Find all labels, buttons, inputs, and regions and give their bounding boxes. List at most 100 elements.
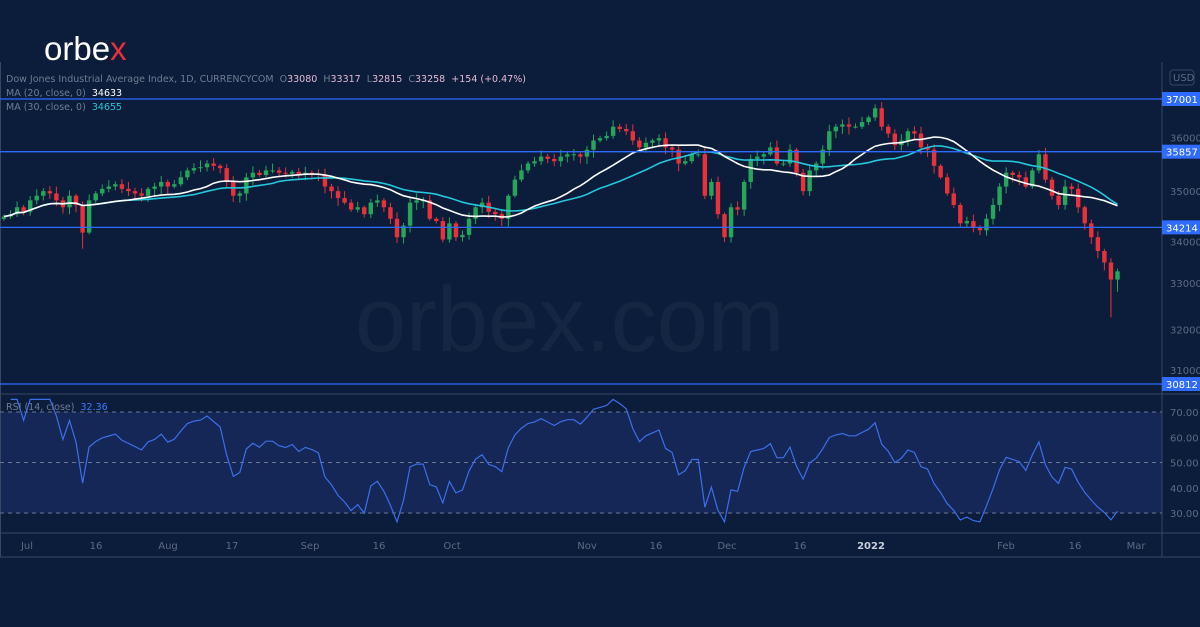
candle-down (257, 172, 262, 176)
candle-up (709, 181, 714, 196)
candle-down (440, 221, 446, 240)
candle-down (637, 140, 642, 148)
candle-down (47, 191, 53, 194)
level-price-label: 34214 (1166, 223, 1198, 234)
candle-up (984, 218, 989, 231)
candle-down (493, 211, 498, 215)
candle-down (552, 158, 557, 162)
time-tick-label: 17 (226, 541, 239, 552)
candle-down (931, 149, 937, 166)
ma20-line (3, 136, 1118, 218)
candle-up (355, 207, 360, 210)
candle-down (669, 147, 675, 150)
candle-down (735, 207, 740, 210)
candle-down (1023, 177, 1028, 187)
candle-down (676, 149, 681, 164)
candle-up (28, 200, 33, 212)
candle-down (139, 193, 144, 196)
candle-up (610, 126, 616, 136)
candle-up (964, 221, 970, 224)
candle-up (375, 200, 380, 203)
candle-up (990, 204, 996, 219)
candle-up (145, 188, 151, 196)
price-tick-label: 33000 (1170, 279, 1200, 290)
ma30-legend[interactable]: MA (30, close, 0) 34655 (6, 102, 122, 113)
candle-up (748, 158, 753, 182)
candle-up (787, 149, 793, 164)
rsi-tick-label: 70.00 (1170, 408, 1199, 419)
time-tick-label: Jul (20, 541, 33, 552)
candle-down (578, 154, 583, 157)
candle-down (800, 172, 806, 192)
candle-up (290, 171, 295, 174)
candle-up (643, 142, 649, 148)
candle-up (755, 156, 760, 159)
candle-down (211, 163, 216, 166)
candle-up (1062, 186, 1068, 205)
candle-up (872, 108, 878, 118)
time-tick-label: Mar (1127, 541, 1147, 552)
candle-down (1108, 262, 1114, 280)
candle-down (630, 131, 635, 141)
candle-up (250, 172, 256, 178)
candle-up (866, 117, 871, 123)
high-label: H (323, 74, 331, 85)
candle-up (263, 170, 269, 176)
candle-down (1095, 237, 1101, 252)
candle-up (859, 122, 865, 127)
candle-down (892, 133, 897, 146)
rsi-tick-label: 40.00 (1170, 484, 1199, 495)
candle-down (224, 168, 229, 182)
candle-down (545, 156, 550, 159)
candle-down (1049, 179, 1055, 196)
candle-up (833, 126, 839, 132)
candle-down (1056, 195, 1061, 205)
candle-up (86, 200, 92, 233)
candle-up (479, 202, 485, 208)
currency-badge (1169, 69, 1195, 86)
candle-down (434, 218, 439, 222)
candle-down (132, 191, 138, 194)
candle-down (663, 138, 668, 148)
candle-up (237, 193, 242, 196)
candle-up (1030, 170, 1035, 187)
candle-up (270, 170, 275, 172)
rsi-tick-label: 60.00 (1170, 433, 1199, 444)
candle-down (348, 202, 354, 210)
currency-label: USD (1173, 73, 1195, 84)
level-price-tag (1162, 377, 1200, 392)
candle-up (905, 131, 911, 141)
candle-down (296, 171, 301, 176)
candle-up (1036, 154, 1042, 171)
open-value: 33080 (287, 74, 318, 85)
candle-up (178, 177, 184, 185)
price-tick-label: 34000 (1170, 237, 1200, 248)
level-price-tag (1162, 144, 1200, 159)
candles (1, 102, 1120, 318)
ma30-line (3, 145, 1118, 218)
candle-up (820, 149, 825, 164)
price-tick-label: 32000 (1170, 325, 1200, 336)
rsi-legend[interactable]: RSI (14, close) 32.36 (6, 402, 108, 413)
open-label: O (279, 74, 288, 85)
candle-up (761, 154, 766, 157)
candle-up (591, 140, 596, 150)
candle-down (624, 128, 629, 132)
price-tick-label: 36000 (1170, 134, 1200, 145)
candle-up (519, 170, 524, 180)
candle-up (191, 168, 197, 171)
candle-down (231, 181, 236, 196)
time-tick-label: 16 (90, 541, 103, 552)
rsi-label: RSI (14, close) (6, 402, 75, 413)
candle-up (152, 186, 157, 189)
candle-down (165, 181, 170, 187)
candle-up (728, 207, 734, 238)
orbex-logo: orbex (44, 30, 127, 68)
time-tick-label: 2022 (857, 541, 885, 552)
ma20-legend[interactable]: MA (20, close, 0) 34633 (6, 88, 122, 99)
candle-down (217, 165, 223, 169)
time-tick-label: 16 (373, 541, 386, 552)
candle-up (244, 177, 249, 194)
candle-up (781, 163, 786, 165)
